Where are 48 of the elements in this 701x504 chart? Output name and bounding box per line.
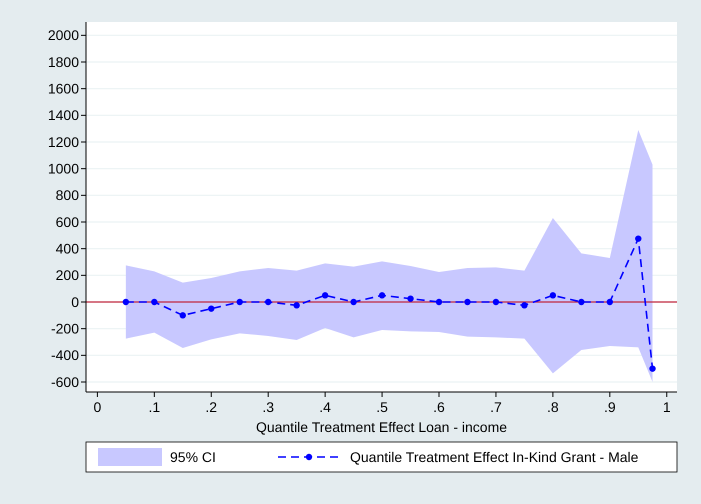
- point: [606, 298, 614, 306]
- y-tick-label: -200: [50, 320, 80, 337]
- point: [550, 292, 556, 299]
- y-tick-label: 2000: [48, 27, 80, 44]
- x-tick-label: .1: [148, 399, 160, 415]
- point: [492, 298, 500, 306]
- x-tick-label: .7: [490, 399, 502, 415]
- point: [521, 302, 528, 309]
- y-tick-label: 1600: [48, 80, 80, 97]
- x-tick-label: .6: [433, 399, 446, 415]
- y-tick-label: 200: [56, 267, 80, 284]
- y-tick-label: 400: [56, 240, 80, 257]
- point: [122, 298, 130, 306]
- y-tick-label: -400: [50, 347, 80, 364]
- point: [264, 298, 272, 306]
- y-tick-label: 600: [56, 214, 80, 230]
- point: [322, 292, 328, 299]
- point: [293, 302, 300, 309]
- point: [180, 312, 186, 319]
- point: [236, 298, 243, 306]
- x-tick-label: 0: [93, 399, 102, 415]
- point: [378, 292, 386, 299]
- point: [578, 298, 585, 306]
- point: [649, 365, 656, 372]
- text: 95% CI: [170, 448, 216, 465]
- point: [350, 298, 357, 306]
- x-tick-label: .5: [376, 399, 388, 415]
- y-tick-label: -600: [50, 374, 80, 390]
- x-tick-label: .2: [205, 399, 218, 415]
- point: [635, 235, 642, 242]
- y-tick-label: 0: [71, 294, 80, 310]
- y-tick-label: 800: [56, 187, 80, 204]
- point: [407, 295, 414, 302]
- y-tick-label: 1400: [48, 107, 80, 124]
- x-tick-label: .4: [319, 399, 332, 415]
- point: [151, 298, 158, 306]
- x-tick-label: .3: [262, 399, 274, 415]
- y-tick-label: 1000: [48, 160, 80, 177]
- y-tick-label: 1800: [48, 54, 80, 70]
- point: [464, 298, 471, 306]
- x-tick-label: .9: [604, 399, 616, 415]
- legend-label: Quantile Treatment Effect In-Kind Grant - Male: [350, 448, 639, 465]
- x-axis-title: Quantile Treatment Effect Loan - income: [256, 419, 508, 435]
- x-tick-label: .8: [547, 399, 559, 415]
- point: [208, 305, 214, 312]
- y-tick-label: 1200: [48, 134, 80, 150]
- x-tick-label: 1: [662, 399, 671, 415]
- point: [436, 298, 442, 306]
